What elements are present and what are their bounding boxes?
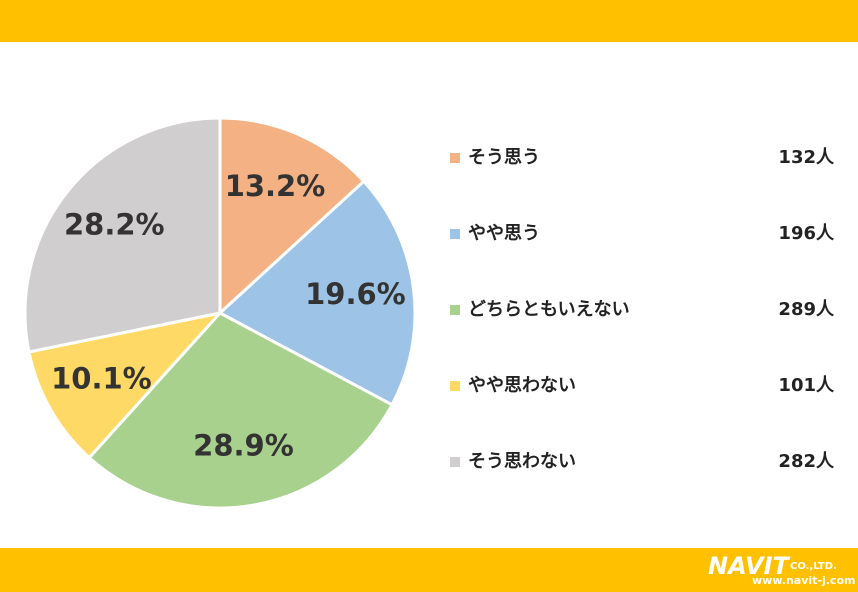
count-label: 101人 xyxy=(778,375,835,396)
slice-label: 19.6% xyxy=(305,277,406,311)
count-label: 132人 xyxy=(778,147,835,168)
pie-slice xyxy=(217,179,417,407)
pie-slice xyxy=(27,310,225,460)
top-bar xyxy=(0,0,858,42)
count-label: 289人 xyxy=(778,299,835,320)
legend-label: やや思う xyxy=(468,223,540,244)
legend-label: そう思わない xyxy=(468,451,576,472)
slice-label: 10.1% xyxy=(51,362,152,396)
legend-swatch xyxy=(450,381,460,391)
legend-swatch xyxy=(450,153,460,163)
pie-slice xyxy=(87,311,395,510)
legend-swatch xyxy=(450,457,460,467)
count-label: 282人 xyxy=(778,451,835,472)
slice-label: 28.9% xyxy=(193,428,294,462)
company: CO.,LTD. xyxy=(790,561,837,572)
count-label: 196人 xyxy=(778,223,835,244)
legend-label: どちらともいえない xyxy=(468,299,630,320)
legend-label: やや思わない xyxy=(468,375,576,396)
legend-swatch xyxy=(450,229,460,239)
url: www.navit-j.com xyxy=(752,574,855,587)
pie-slice xyxy=(23,116,222,354)
slice-label: 28.2% xyxy=(64,208,165,242)
logo: NAVIT xyxy=(708,552,791,580)
pie-slice xyxy=(218,116,366,317)
bottom-bar xyxy=(0,548,858,592)
slice-label: 13.2% xyxy=(225,169,326,203)
legend-swatch xyxy=(450,305,460,315)
legend-label: そう思う xyxy=(468,147,540,168)
